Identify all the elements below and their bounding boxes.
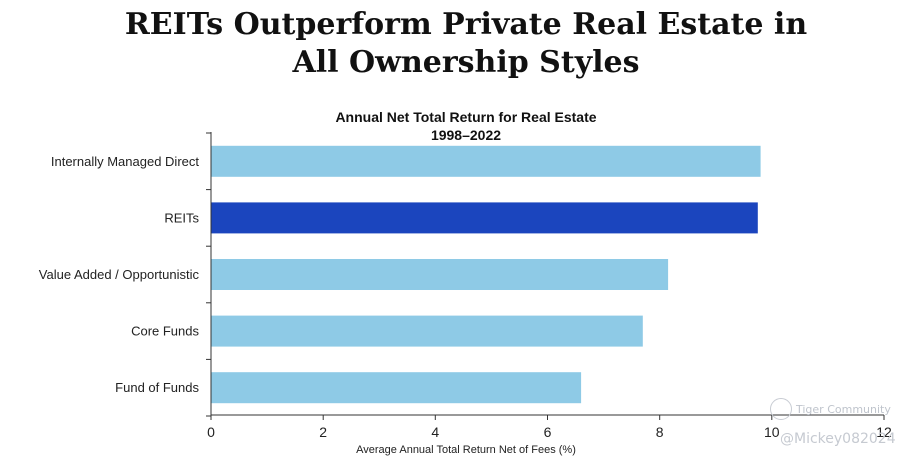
x-tick-label-6: 12 (876, 424, 892, 440)
x-tick-label-4: 8 (656, 424, 664, 440)
bar-1 (211, 202, 758, 234)
bar-2 (211, 259, 669, 290)
x-tick-label-3: 6 (544, 424, 552, 440)
tiger-logo-icon (770, 398, 792, 420)
main-title-line-1: REITs Outperform Private Real Estate in (124, 7, 808, 42)
watermark-brand: Tiger Community (770, 398, 891, 420)
x-tick-label-0: 0 (207, 424, 215, 440)
category-label-0: Internally Managed Direct (51, 154, 200, 169)
x-tick-label-2: 4 (431, 424, 439, 440)
bars-layer: Internally Managed Direct REITs Value Adde… (39, 145, 761, 404)
category-label-3: Core Funds (131, 324, 199, 339)
watermark-brand-text: Tiger Community (796, 402, 891, 416)
x-tick-label-5: 10 (764, 424, 780, 440)
x-axis-label: Average Annual Total Return Net of Fees … (356, 444, 576, 456)
category-label-4: Fund of Funds (115, 380, 199, 395)
chart-title: Annual Net Total Return for Real Estate (335, 109, 596, 125)
bar-4 (211, 372, 582, 404)
category-label-1: REITs (164, 210, 199, 225)
chart-subtitle: 1998–2022 (431, 127, 501, 143)
category-label-2: Value Added / Opportunistic (39, 267, 200, 282)
main-title: REITs Outperform Private Real Estate in … (0, 6, 915, 82)
bar-3 (211, 315, 643, 347)
x-tick-label-1: 2 (319, 424, 327, 440)
bar-0 (211, 145, 761, 177)
watermark-user: @Mickey082024 (780, 431, 896, 447)
main-title-line-2: All Ownership Styles (292, 45, 640, 80)
